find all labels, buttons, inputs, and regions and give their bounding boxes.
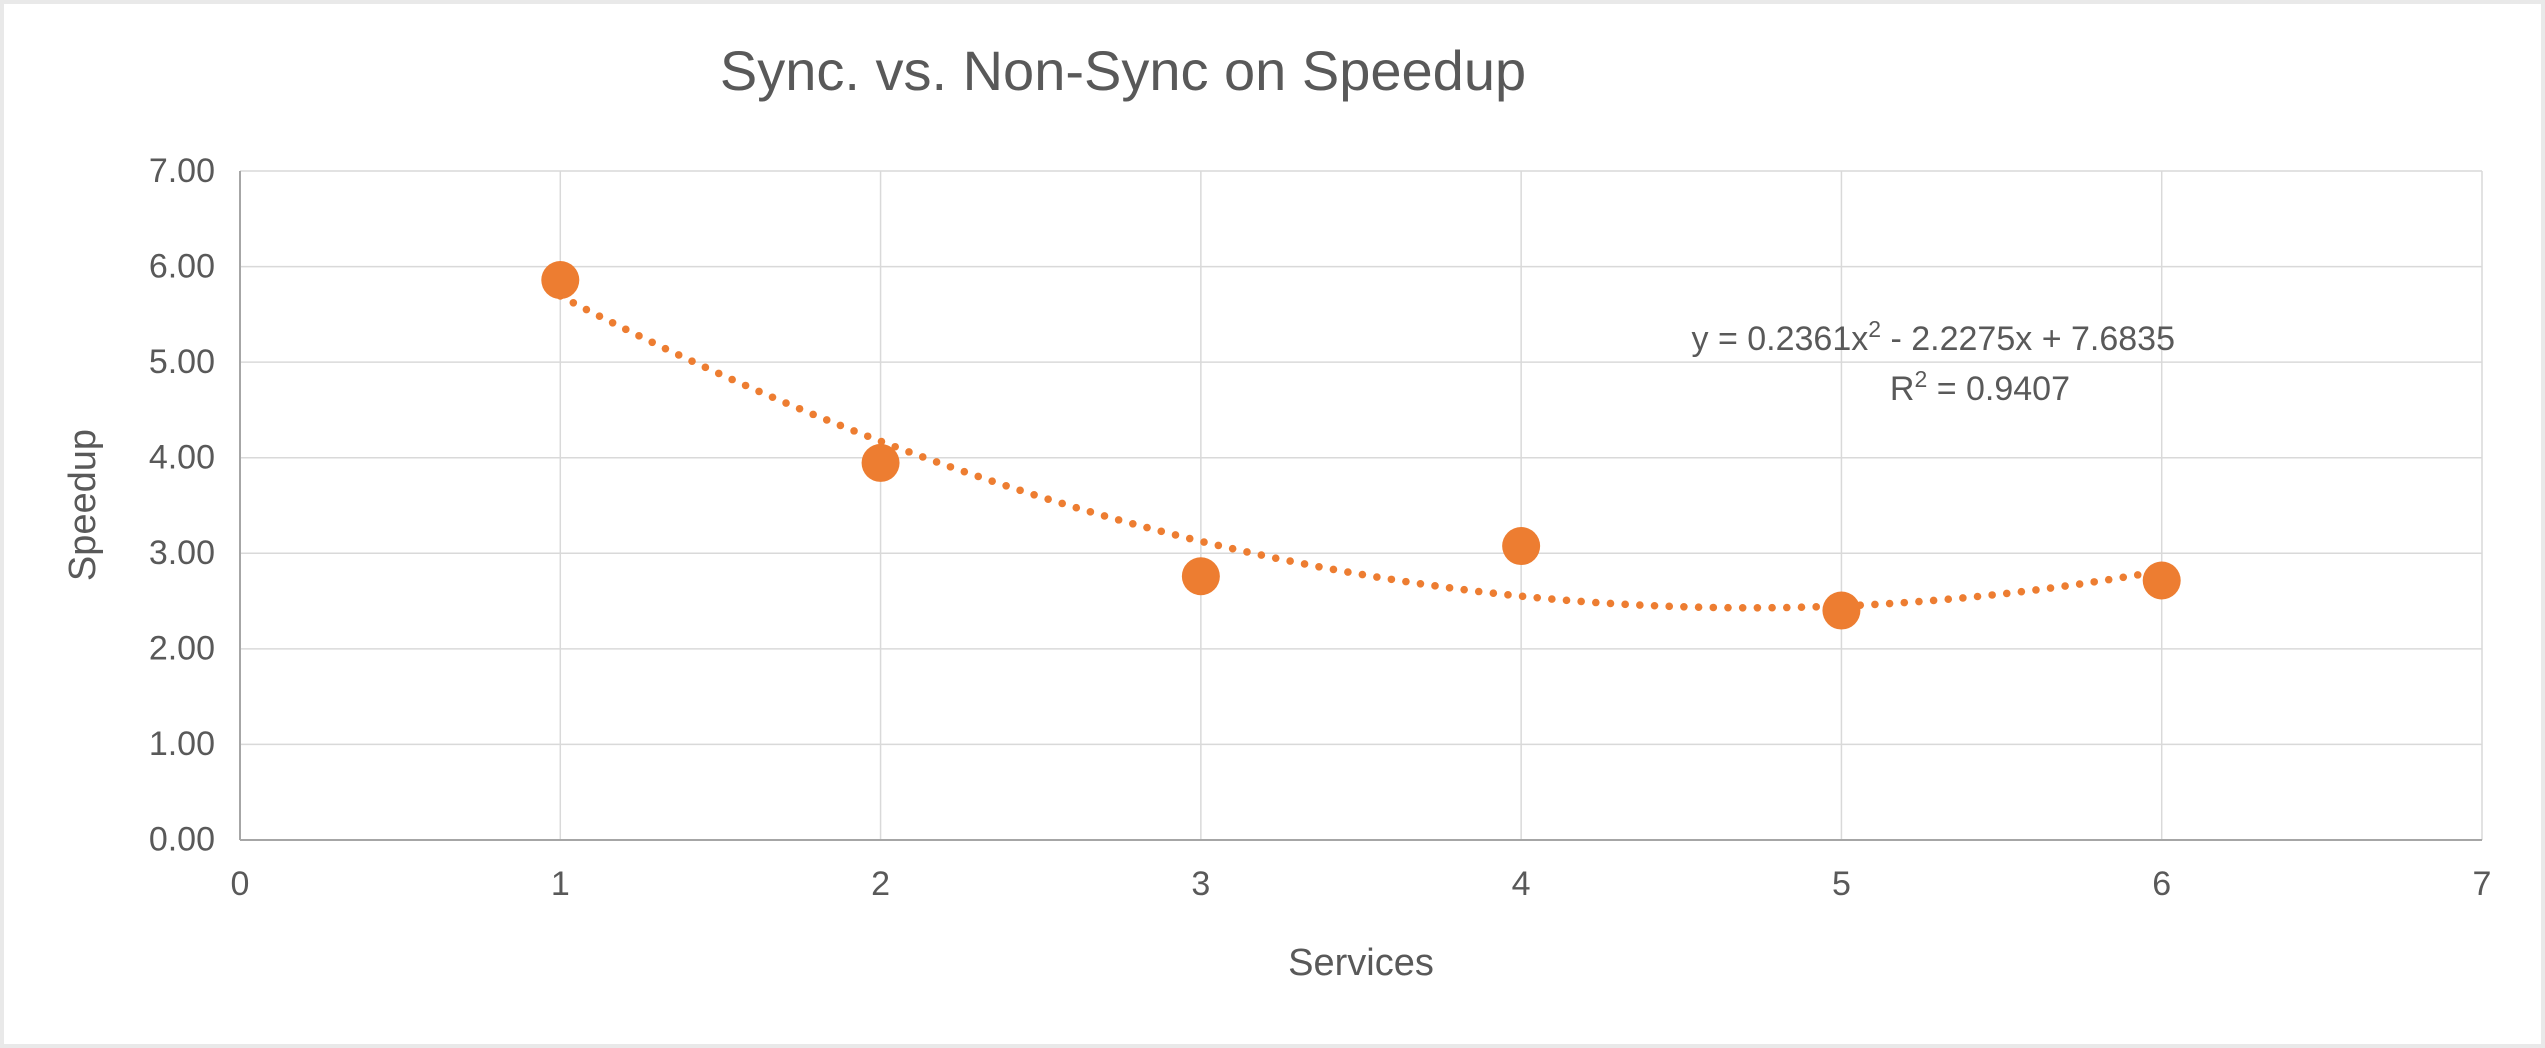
svg-text:Services: Services [1288, 942, 1434, 984]
svg-text:1.00: 1.00 [149, 725, 215, 763]
svg-text:R2 = 0.9407: R2 = 0.9407 [1890, 366, 2070, 408]
svg-text:0.00: 0.00 [149, 821, 215, 859]
svg-text:1: 1 [551, 865, 570, 903]
svg-text:3.00: 3.00 [149, 534, 215, 572]
svg-text:4.00: 4.00 [149, 439, 215, 477]
svg-text:6.00: 6.00 [149, 248, 215, 286]
svg-text:7: 7 [2473, 865, 2492, 903]
svg-text:7.00: 7.00 [149, 152, 215, 190]
svg-text:5: 5 [1832, 865, 1851, 903]
svg-text:5.00: 5.00 [149, 343, 215, 381]
svg-text:2: 2 [871, 865, 890, 903]
svg-text:0: 0 [231, 865, 250, 903]
svg-text:y = 0.2361x2 - 2.2275x + 7.683: y = 0.2361x2 - 2.2275x + 7.6835 [1692, 316, 2176, 358]
svg-text:2.00: 2.00 [149, 630, 215, 668]
svg-text:4: 4 [1512, 865, 1531, 903]
svg-text:3: 3 [1191, 865, 1210, 903]
svg-text:Speedup: Speedup [62, 429, 104, 581]
svg-text:6: 6 [2152, 865, 2171, 903]
